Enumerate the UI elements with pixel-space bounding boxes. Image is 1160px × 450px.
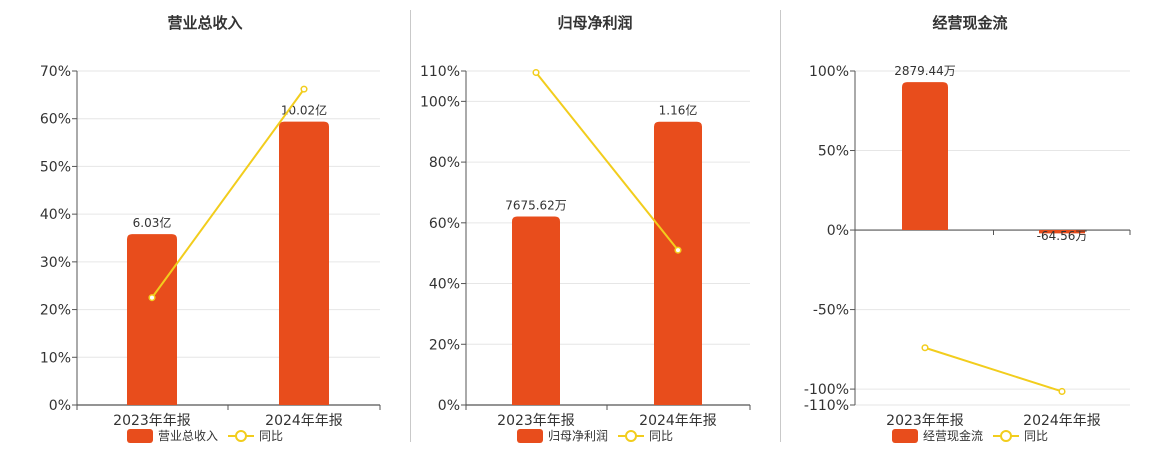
operating-cashflow-chart-panel: 经营现金流 100% 50% 0% -50% -100% -110% 2023年年报 2024… bbox=[780, 0, 1160, 450]
y-tick-label: 60% bbox=[40, 112, 71, 128]
bar-2 bbox=[279, 121, 329, 405]
y-tick-label: 50% bbox=[818, 144, 849, 160]
legend-item-yoy-series[interactable]: 同比 bbox=[228, 427, 283, 444]
legend-label: 同比 bbox=[259, 429, 284, 443]
y-tick-label: 60% bbox=[429, 216, 460, 232]
chart-legend: 归母净利润 同比 bbox=[410, 427, 780, 444]
operating-cashflow-chart-svg: 100% 50% 0% -50% -100%-110% 2023年年报 2024年年报 287… bbox=[804, 64, 1131, 429]
y-tick-label: 20% bbox=[429, 337, 460, 353]
legend-bar-swatch bbox=[891, 428, 918, 443]
x-tick-label: 2024年年报 bbox=[639, 413, 717, 429]
bar-1 bbox=[902, 82, 948, 231]
y-tick-label: 30% bbox=[40, 255, 71, 271]
x-tick-label: 2023年年报 bbox=[886, 413, 964, 429]
legend-bar-swatch bbox=[126, 428, 153, 443]
y-tick-label: 110% bbox=[420, 64, 460, 80]
y-tick-label: 100% bbox=[809, 64, 849, 80]
bar-data-label: 7675.62万 bbox=[505, 198, 567, 212]
panel-divider bbox=[410, 10, 411, 442]
legend-bar-swatch bbox=[516, 428, 543, 443]
legend-label: 同比 bbox=[1024, 429, 1049, 443]
yoy-point-2 bbox=[1058, 387, 1066, 396]
yoy-line bbox=[535, 71, 679, 251]
bar-2 bbox=[1039, 230, 1085, 234]
y-tick-label: -50% bbox=[813, 303, 849, 319]
y-tick-label: 100% bbox=[420, 94, 460, 110]
net-profit-chart-svg: 0% 20% 40% 60% 80% 100% 110% 2023年年报 2024年年报 7675… bbox=[420, 64, 751, 429]
y-tick-label: 50% bbox=[40, 159, 71, 175]
bar-data-label: 1.16亿 bbox=[659, 103, 698, 118]
bar-1 bbox=[512, 216, 560, 405]
x-tick-label: 2024年年报 bbox=[1023, 413, 1101, 429]
revenue-chart-panel: 营业总收入 0% 10% 20% 30% 40% 50% 60% 70% 2023年年报 2024… bbox=[0, 0, 410, 450]
y-tick-label: 0% bbox=[827, 223, 849, 239]
legend-item-yoy-series[interactable]: 同比 bbox=[993, 427, 1048, 444]
y-tick-label: 10% bbox=[40, 350, 71, 366]
yoy-point-2 bbox=[300, 85, 308, 93]
legend-line-marker-icon bbox=[618, 429, 644, 443]
revenue-chart-svg: 0% 10% 20% 30% 40% 50% 60% 70% 2023年年报 2024年年报 6.0… bbox=[40, 64, 381, 429]
x-tick-label: 2023年年报 bbox=[497, 413, 575, 429]
x-tick-label: 2024年年报 bbox=[265, 413, 343, 429]
chart-title: 经营现金流 bbox=[932, 14, 1008, 32]
bar-data-label: -64.56万 bbox=[1037, 229, 1088, 243]
legend-label: 同比 bbox=[649, 429, 674, 443]
panel-divider bbox=[780, 10, 781, 442]
bar-2 bbox=[654, 121, 702, 405]
y-tick-label: -110% bbox=[804, 398, 849, 414]
y-tick-label: 40% bbox=[40, 207, 71, 223]
y-tick-label: 0% bbox=[438, 398, 460, 414]
y-tick-label: -100% bbox=[804, 382, 849, 398]
chart-legend: 经营现金流 同比 bbox=[780, 427, 1160, 444]
yoy-point-1 bbox=[148, 294, 156, 302]
x-tick-label: 2023年年报 bbox=[113, 413, 191, 429]
y-tick-label: 70% bbox=[40, 64, 71, 80]
y-tick-label: 80% bbox=[429, 155, 460, 171]
yoy-line bbox=[924, 346, 1063, 393]
yoy-point-1 bbox=[921, 344, 929, 352]
yoy-line bbox=[151, 88, 305, 299]
y-tick-label: 20% bbox=[40, 303, 71, 319]
yoy-point-1 bbox=[532, 68, 540, 77]
chart-legend: 营业总收入 同比 bbox=[0, 427, 410, 444]
legend-line-marker-icon bbox=[993, 429, 1019, 443]
net-profit-chart-panel: 归母净利润 0% 20% 40% 60% 80% 100% 110% 2023年年报 2024年… bbox=[410, 0, 780, 450]
legend-item-bar-series[interactable]: 营业总收入 bbox=[126, 427, 218, 444]
legend-label: 营业总收入 bbox=[157, 429, 218, 443]
chart-title: 归母净利润 bbox=[557, 14, 633, 32]
bar-1 bbox=[127, 234, 177, 405]
legend-item-bar-series[interactable]: 经营现金流 bbox=[891, 427, 983, 444]
legend-item-yoy-series[interactable]: 同比 bbox=[618, 427, 673, 444]
y-tick-label: 0% bbox=[49, 398, 71, 414]
legend-label: 归母净利润 bbox=[547, 429, 608, 443]
legend-line-marker-icon bbox=[228, 429, 254, 443]
y-tick-label: 40% bbox=[429, 277, 460, 293]
yoy-point-2 bbox=[674, 246, 682, 254]
chart-title: 营业总收入 bbox=[167, 14, 243, 32]
bar-data-label: 6.03亿 bbox=[133, 215, 172, 230]
legend-item-bar-series[interactable]: 归母净利润 bbox=[516, 427, 608, 444]
bar-data-label: 2879.44万 bbox=[894, 64, 956, 78]
legend-label: 经营现金流 bbox=[922, 429, 983, 443]
